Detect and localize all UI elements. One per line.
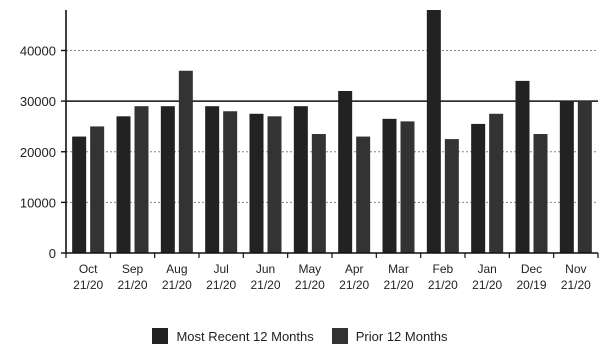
x-tick-label-period: 21/20 [206, 278, 236, 292]
legend-swatch-most-recent [152, 328, 169, 344]
bar-prior-jul [223, 111, 238, 253]
legend-item-prior: Prior 12 Months [331, 328, 448, 344]
x-tick-label-month: Jun [256, 262, 275, 276]
x-tick-labels: Oct 21/20 Sep 21/20 Aug 21/20 Jul 21/20 Jun 21/20… [73, 262, 591, 292]
bar-prior-mar [400, 121, 415, 253]
gridlines [66, 50, 598, 203]
bar-most-recent-apr [338, 91, 353, 253]
y-tick-label: 20000 [20, 145, 56, 160]
x-tick-label-month: Jul [213, 262, 228, 276]
bar-most-recent-nov [559, 101, 574, 253]
x-tick-label-month: Nov [565, 262, 586, 276]
bar-prior-nov [577, 101, 592, 253]
chart: 0 10000 20000 30000 40000 Oct 21/20 Sep 21/20 Au… [20, 10, 599, 292]
bar-most-recent-oct [72, 136, 87, 253]
x-tick-label-period: 21/20 [162, 278, 192, 292]
bar-most-recent-jun [249, 113, 264, 253]
y-tick-label: 40000 [20, 44, 56, 59]
x-tick-label-period: 21/20 [250, 278, 280, 292]
bar-prior-aug [178, 70, 193, 253]
bar-prior-feb [444, 139, 459, 253]
x-tick-label-month: Jan [477, 262, 496, 276]
y-tick-label: 10000 [20, 195, 56, 210]
bar-most-recent-feb [426, 10, 441, 253]
x-tick-label-month: Feb [432, 262, 453, 276]
x-tick-label-period: 21/20 [117, 278, 147, 292]
x-tick-label-period: 21/20 [561, 278, 591, 292]
bar-prior-jan [489, 113, 504, 253]
bar-prior-may [311, 134, 326, 253]
bar-most-recent-aug [160, 106, 175, 253]
y-tick-labels: 0 10000 20000 30000 40000 [20, 44, 56, 262]
bar-most-recent-may [293, 106, 308, 253]
legend-label-most-recent: Most Recent 12 Months [176, 328, 314, 344]
x-tick-label-period: 20/19 [516, 278, 546, 292]
x-tick-label-month: May [298, 262, 321, 276]
x-tick-label-month: Apr [345, 262, 364, 276]
bar-prior-jun [267, 116, 282, 253]
bar-prior-apr [356, 136, 371, 253]
legend-swatch-prior [331, 328, 348, 344]
x-tick-label-period: 21/20 [295, 278, 325, 292]
axes [61, 10, 599, 258]
bar-most-recent-mar [382, 118, 397, 253]
y-tick-label: 30000 [20, 94, 56, 109]
bar-prior-oct [90, 126, 105, 253]
x-tick-label-month: Dec [521, 262, 542, 276]
x-tick-label-period: 21/20 [383, 278, 413, 292]
x-tick-label-month: Mar [388, 262, 409, 276]
legend: Most Recent 12 Months Prior 12 Months [0, 326, 600, 346]
x-tick-label-month: Aug [166, 262, 187, 276]
x-tick-label-month: Sep [122, 262, 144, 276]
bar-most-recent-jan [471, 123, 486, 253]
x-tick-label-period: 21/20 [428, 278, 458, 292]
legend-item-most-recent: Most Recent 12 Months [152, 328, 314, 344]
bar-prior-sep [134, 106, 149, 253]
bar-most-recent-sep [116, 116, 131, 253]
bar-prior-dec [533, 134, 548, 253]
bars [72, 10, 592, 253]
x-tick-label-period: 21/20 [339, 278, 369, 292]
x-tick-label-period: 21/20 [472, 278, 502, 292]
bar-most-recent-jul [205, 106, 220, 253]
y-tick-label: 0 [49, 246, 56, 261]
bar-most-recent-dec [515, 80, 530, 253]
legend-label-prior: Prior 12 Months [355, 328, 448, 344]
x-tick-label-period: 21/20 [73, 278, 103, 292]
x-tick-label-month: Oct [79, 262, 98, 276]
